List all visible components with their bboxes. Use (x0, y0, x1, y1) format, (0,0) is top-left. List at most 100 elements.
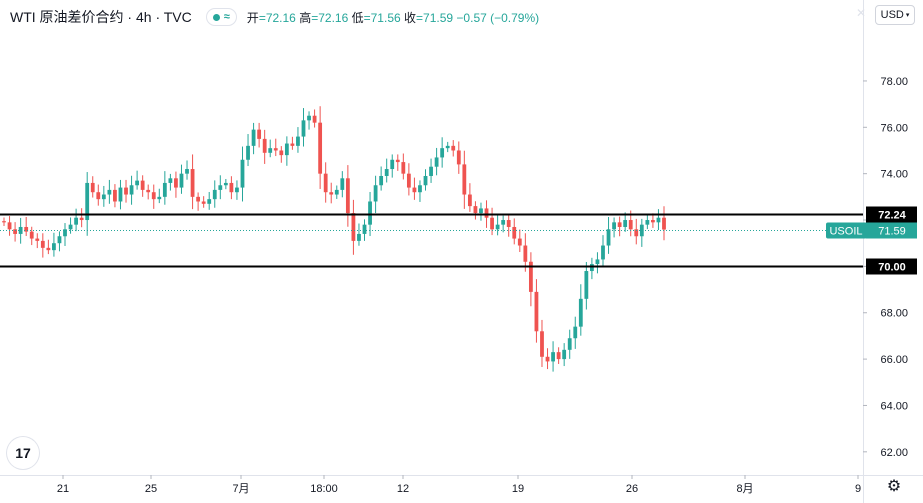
candle-body (118, 187, 123, 202)
candle-body (323, 173, 328, 193)
candle-body (440, 148, 445, 158)
candle-body (556, 352, 561, 360)
symbol-title[interactable]: WTI 原油差价合约 · 4h · TVC (10, 9, 192, 25)
candle-body (329, 192, 334, 195)
candle-body (517, 238, 522, 246)
candle-body (168, 178, 173, 183)
last-price-label: 71.59 (878, 226, 906, 238)
candle-body (201, 201, 206, 204)
low-value: =71.56 (363, 10, 401, 25)
x-tick-label: 21 (57, 483, 69, 495)
dismiss-icon[interactable]: ✕ (856, 6, 867, 20)
candles (2, 106, 666, 372)
candle-body (307, 115, 311, 121)
candle-body (434, 157, 439, 167)
candle-body (362, 224, 367, 234)
candle-body (445, 145, 450, 149)
candle-body (74, 217, 79, 225)
candle-body (545, 356, 550, 362)
candle-body (101, 194, 106, 200)
candle-body (490, 217, 494, 230)
candle-body (390, 159, 395, 170)
market-status-pill[interactable]: ≈ (205, 8, 237, 26)
candle-body (284, 143, 289, 156)
candle-body (46, 247, 51, 251)
candle-body (157, 196, 162, 200)
x-tick-label: 8月 (736, 483, 753, 495)
candle-body (451, 145, 456, 151)
candle-body (7, 222, 12, 230)
symbol-tag-label: USOIL (829, 226, 862, 238)
x-tick-label: 18:00 (310, 483, 338, 495)
candle-body (301, 120, 306, 137)
y-tick-label: 64.00 (880, 400, 908, 412)
candle-body (279, 150, 284, 156)
gear-icon[interactable]: ⚙ (886, 478, 902, 495)
candle-body (162, 182, 167, 197)
candle-body (223, 182, 228, 186)
chevron-down-icon: ▾ (905, 12, 910, 19)
status-dot-icon (212, 13, 220, 21)
candle-body (634, 229, 639, 237)
low-label: 低 (351, 10, 364, 25)
candle-body (418, 185, 422, 193)
y-tick-label: 76.00 (880, 122, 908, 134)
candle-body (368, 201, 372, 225)
candle-body (174, 178, 178, 188)
candle-body (456, 150, 461, 165)
candle-body (412, 187, 417, 193)
candle-body (467, 194, 472, 207)
candle-body (52, 243, 56, 251)
candle-body (207, 199, 212, 204)
candle-body (113, 189, 117, 202)
candle-body (151, 192, 156, 200)
candle-body (479, 208, 483, 214)
candle-body (196, 196, 201, 202)
close-value: =71.59 (416, 10, 454, 25)
currency-selector[interactable]: USD ▾ (875, 5, 915, 25)
candle-body (18, 226, 23, 234)
x-tick-label: 19 (512, 483, 524, 495)
symbol-tag (826, 222, 867, 239)
candle-body (124, 187, 128, 195)
candle-body (212, 189, 217, 200)
candle-body (273, 148, 278, 151)
candle-body (584, 271, 589, 299)
candle-body (135, 180, 140, 186)
last-price-tag (866, 222, 917, 239)
candle-body (379, 175, 384, 186)
candle-body (190, 169, 195, 197)
x-tick-label: 26 (626, 483, 638, 495)
y-tick-label: 68.00 (880, 308, 908, 320)
x-tick-label: 7月 (232, 483, 249, 495)
candle-body (501, 220, 506, 225)
hline-price-label: 72.24 (878, 210, 906, 222)
candle-body (229, 182, 234, 193)
candle-body (246, 145, 250, 160)
candle-body (395, 159, 400, 163)
candle-body (179, 173, 184, 188)
candle-body (218, 185, 223, 190)
approx-icon: ≈ (223, 11, 230, 23)
candle-body (401, 162, 406, 174)
currency-label: USD (880, 9, 904, 21)
candle-body (257, 129, 262, 139)
candle-body (495, 224, 500, 230)
candle-body (423, 175, 428, 186)
candle-body (628, 220, 633, 230)
candle-body (639, 224, 644, 237)
candle-body (562, 349, 567, 360)
candle-body (384, 169, 389, 176)
candle-body (589, 264, 594, 272)
y-tick-label: 74.00 (880, 169, 908, 181)
high-value: =72.16 (311, 10, 349, 25)
candle-body (240, 159, 245, 188)
hline-price-tag (866, 206, 917, 223)
candle-body (373, 185, 378, 202)
tradingview-logo[interactable]: 17 (7, 437, 39, 469)
candle-body (140, 180, 145, 190)
open-value: =72.16 (258, 10, 296, 25)
candle-body (296, 136, 300, 146)
